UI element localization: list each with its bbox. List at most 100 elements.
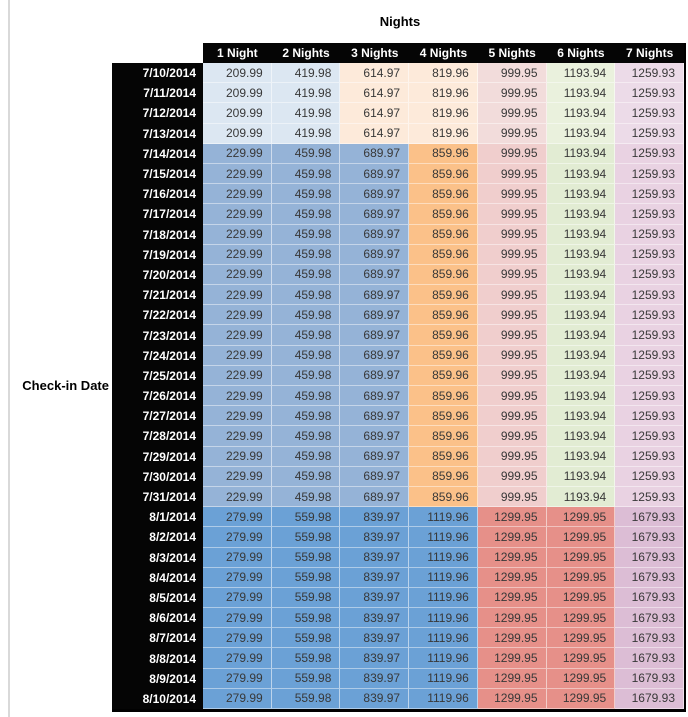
check-in-date-cell[interactable]: 7/12/2014: [112, 103, 203, 124]
price-cell[interactable]: 559.98: [271, 527, 341, 548]
price-cell[interactable]: 859.96: [409, 285, 478, 306]
price-cell[interactable]: 859.96: [409, 406, 478, 427]
column-header[interactable]: 4 Nights: [409, 43, 478, 63]
price-cell[interactable]: 999.95: [477, 184, 547, 205]
price-cell[interactable]: 1119.96: [409, 628, 478, 649]
price-cell[interactable]: 459.98: [271, 204, 341, 225]
check-in-date-cell[interactable]: 8/6/2014: [112, 608, 203, 629]
price-cell[interactable]: 1193.94: [546, 386, 616, 407]
price-cell[interactable]: 839.97: [340, 507, 410, 528]
price-cell[interactable]: 1299.95: [477, 628, 547, 649]
price-cell[interactable]: 1119.96: [409, 567, 478, 588]
price-cell[interactable]: 559.98: [271, 608, 341, 629]
price-cell[interactable]: 229.99: [203, 305, 272, 326]
price-cell[interactable]: 1259.93: [615, 325, 684, 346]
price-cell[interactable]: 1193.94: [546, 406, 616, 427]
check-in-date-cell[interactable]: 8/7/2014: [112, 628, 203, 649]
price-cell[interactable]: 1193.94: [546, 264, 616, 286]
check-in-date-cell[interactable]: 7/19/2014: [112, 244, 203, 265]
price-cell[interactable]: 999.95: [477, 83, 547, 104]
check-in-date-cell[interactable]: 7/21/2014: [112, 285, 203, 306]
price-cell[interactable]: 1193.94: [546, 446, 616, 467]
price-cell[interactable]: 999.95: [477, 446, 547, 467]
price-cell[interactable]: 999.95: [477, 386, 547, 407]
price-cell[interactable]: 209.99: [203, 123, 272, 144]
price-cell[interactable]: 1679.93: [615, 587, 684, 609]
price-cell[interactable]: 1299.95: [546, 628, 616, 649]
price-cell[interactable]: 229.99: [203, 163, 272, 185]
price-cell[interactable]: 229.99: [203, 345, 272, 366]
price-cell[interactable]: 1119.96: [409, 688, 478, 709]
price-cell[interactable]: 279.99: [203, 547, 272, 568]
price-cell[interactable]: 859.96: [409, 305, 478, 326]
check-in-date-cell[interactable]: 7/14/2014: [112, 143, 203, 164]
check-in-date-cell[interactable]: 7/16/2014: [112, 184, 203, 205]
price-cell[interactable]: 1119.96: [409, 507, 478, 528]
price-cell[interactable]: 689.97: [340, 446, 410, 467]
price-cell[interactable]: 229.99: [203, 143, 272, 164]
price-cell[interactable]: 859.96: [409, 163, 478, 185]
check-in-date-cell[interactable]: 8/3/2014: [112, 547, 203, 568]
price-cell[interactable]: 1193.94: [546, 345, 616, 366]
price-cell[interactable]: 689.97: [340, 184, 410, 205]
price-cell[interactable]: 1259.93: [615, 163, 684, 185]
price-cell[interactable]: 1299.95: [477, 547, 547, 568]
price-cell[interactable]: 1119.96: [409, 608, 478, 629]
price-cell[interactable]: 999.95: [477, 486, 547, 508]
price-cell[interactable]: 229.99: [203, 325, 272, 346]
check-in-date-cell[interactable]: 7/31/2014: [112, 486, 203, 508]
price-cell[interactable]: 1193.94: [546, 244, 616, 265]
check-in-date-cell[interactable]: 7/25/2014: [112, 365, 203, 386]
price-cell[interactable]: 279.99: [203, 608, 272, 629]
price-cell[interactable]: 859.96: [409, 184, 478, 205]
price-cell[interactable]: 1193.94: [546, 365, 616, 386]
price-cell[interactable]: 459.98: [271, 143, 341, 164]
column-header[interactable]: 1 Night: [203, 43, 272, 63]
price-cell[interactable]: 559.98: [271, 507, 341, 528]
price-cell[interactable]: 999.95: [477, 204, 547, 225]
price-cell[interactable]: 689.97: [340, 466, 410, 487]
price-cell[interactable]: 689.97: [340, 386, 410, 407]
price-cell[interactable]: 279.99: [203, 688, 272, 709]
check-in-date-cell[interactable]: 7/10/2014: [112, 63, 203, 84]
price-cell[interactable]: 279.99: [203, 507, 272, 528]
price-cell[interactable]: 1193.94: [546, 486, 616, 508]
price-cell[interactable]: 689.97: [340, 486, 410, 508]
price-cell[interactable]: 229.99: [203, 486, 272, 508]
price-cell[interactable]: 559.98: [271, 648, 341, 669]
price-cell[interactable]: 459.98: [271, 406, 341, 427]
price-cell[interactable]: 1119.96: [409, 668, 478, 689]
price-cell[interactable]: 459.98: [271, 264, 341, 286]
price-cell[interactable]: 1679.93: [615, 608, 684, 629]
price-cell[interactable]: 1193.94: [546, 325, 616, 346]
price-cell[interactable]: 229.99: [203, 285, 272, 306]
price-cell[interactable]: 559.98: [271, 628, 341, 649]
price-cell[interactable]: 1259.93: [615, 143, 684, 164]
price-cell[interactable]: 859.96: [409, 466, 478, 487]
price-cell[interactable]: 279.99: [203, 587, 272, 609]
price-cell[interactable]: 819.96: [409, 63, 478, 84]
price-cell[interactable]: 459.98: [271, 244, 341, 265]
price-cell[interactable]: 999.95: [477, 163, 547, 185]
price-cell[interactable]: 839.97: [340, 587, 410, 609]
price-cell[interactable]: 419.98: [271, 123, 341, 144]
price-cell[interactable]: 1193.94: [546, 224, 616, 245]
check-in-date-cell[interactable]: 7/30/2014: [112, 466, 203, 487]
price-cell[interactable]: 1259.93: [615, 204, 684, 225]
price-cell[interactable]: 689.97: [340, 264, 410, 286]
price-cell[interactable]: 279.99: [203, 668, 272, 689]
price-cell[interactable]: 999.95: [477, 285, 547, 306]
price-cell[interactable]: 999.95: [477, 426, 547, 447]
price-cell[interactable]: 999.95: [477, 365, 547, 386]
price-cell[interactable]: 999.95: [477, 305, 547, 326]
price-cell[interactable]: 419.98: [271, 103, 341, 124]
price-cell[interactable]: 459.98: [271, 386, 341, 407]
check-in-date-cell[interactable]: 8/9/2014: [112, 668, 203, 689]
price-cell[interactable]: 839.97: [340, 567, 410, 588]
price-cell[interactable]: 1299.95: [546, 527, 616, 548]
price-cell[interactable]: 1259.93: [615, 63, 684, 84]
price-cell[interactable]: 1299.95: [546, 567, 616, 588]
column-header[interactable]: 2 Nights: [271, 43, 341, 63]
check-in-date-cell[interactable]: 7/15/2014: [112, 163, 203, 185]
price-cell[interactable]: 1259.93: [615, 224, 684, 245]
